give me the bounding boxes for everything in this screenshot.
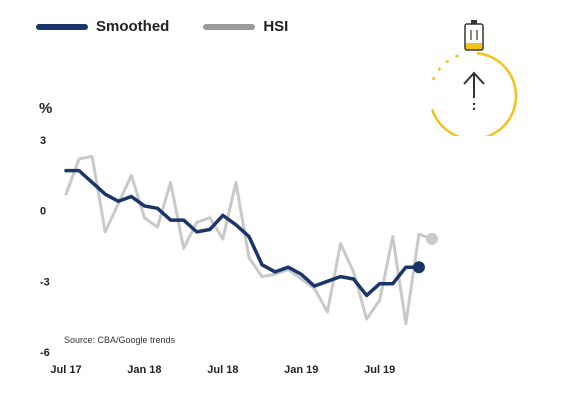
x-axis-ticks: Jul 17 Jan 18 Jul 18 Jan 19 Jul 19 bbox=[50, 364, 395, 376]
source-note: Source: CBA/Google trends bbox=[64, 335, 176, 345]
legend-label-hsi: HSI bbox=[263, 18, 289, 35]
y-tick-label: -6 bbox=[40, 347, 50, 359]
x-tick-label: Jan 19 bbox=[284, 364, 318, 376]
series-line-smoothed bbox=[64, 168, 421, 298]
legend-swatch-hsi bbox=[203, 23, 256, 30]
series-layer bbox=[64, 154, 438, 326]
y-axis-unit-label: % bbox=[39, 100, 53, 117]
scroll-to-top-widget[interactable] bbox=[428, 16, 528, 141]
series-end-point-smoothed bbox=[412, 261, 425, 274]
legend-label-smoothed: Smoothed bbox=[96, 18, 170, 35]
x-tick-label: Jan 18 bbox=[127, 364, 161, 376]
up-arrow-icon bbox=[463, 71, 485, 111]
series-end-point-hsi bbox=[426, 232, 438, 245]
battery-icon bbox=[464, 20, 484, 51]
y-axis-ticks: 3 0 -3 -6 bbox=[40, 135, 50, 359]
series-line-hsi bbox=[64, 154, 434, 326]
legend-item-hsi: HSI bbox=[203, 18, 288, 35]
chart-legend: Smoothed HSI bbox=[36, 18, 322, 35]
y-tick-label: 0 bbox=[40, 206, 46, 218]
y-tick-label: -3 bbox=[40, 276, 50, 288]
x-tick-label: Jul 17 bbox=[50, 364, 81, 376]
y-tick-label: 3 bbox=[40, 135, 46, 147]
x-tick-label: Jul 19 bbox=[364, 364, 395, 376]
legend-swatch-smoothed bbox=[36, 23, 88, 30]
x-tick-label: Jul 18 bbox=[207, 364, 238, 376]
legend-item-smoothed: Smoothed bbox=[36, 18, 169, 35]
